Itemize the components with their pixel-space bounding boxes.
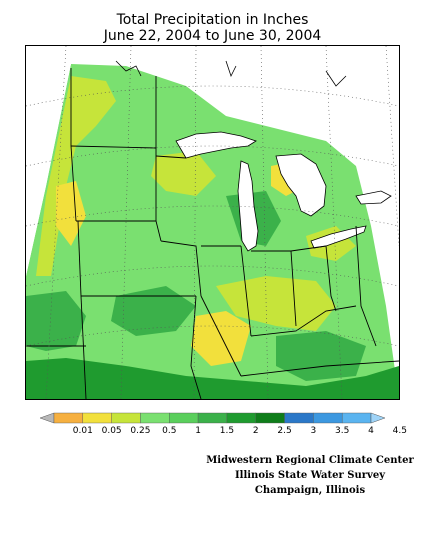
graticule xyxy=(26,46,399,399)
legend-swatch xyxy=(82,412,112,424)
legend-swatch xyxy=(284,412,314,424)
legend-arrow-low xyxy=(40,412,55,424)
lake-michigan xyxy=(237,160,259,252)
legend-tick-label: 1.5 xyxy=(219,426,235,436)
lake-superior xyxy=(175,131,257,159)
precip-zone-darkgreen-south xyxy=(26,358,399,399)
credit-location: Champaign, Illinois xyxy=(254,485,366,496)
legend-swatch xyxy=(140,412,170,424)
legend-arrow-high xyxy=(370,412,385,424)
legend-swatch xyxy=(111,412,141,424)
legend-swatch xyxy=(226,412,256,424)
no-data-north xyxy=(26,46,399,166)
legend-swatch xyxy=(255,412,285,424)
legend-tick-label: 1 xyxy=(195,426,201,436)
legend-swatch xyxy=(341,412,372,424)
legend-tick-label: 4.5 xyxy=(392,426,407,436)
state-boundaries xyxy=(26,68,399,399)
map-title: Total Precipitation in Inches xyxy=(116,12,309,28)
precip-zone-yellow-2 xyxy=(191,311,251,366)
legend-swatch xyxy=(169,412,199,424)
map-panel xyxy=(25,45,400,400)
legend-tick-label: 0.05 xyxy=(101,426,122,436)
coastline-north xyxy=(115,60,347,87)
legend-tick-label: 4 xyxy=(368,426,374,436)
precip-zone-mediumgreen-3 xyxy=(111,286,196,336)
legend-tick-label: 0.5 xyxy=(162,426,177,436)
legend-tick-label: 2 xyxy=(252,426,259,436)
legend-tick-label: 0.25 xyxy=(130,426,151,436)
credit-mrcc: Midwestern Regional Climate Center xyxy=(206,455,414,466)
legend-tick-label: 2.5 xyxy=(277,426,292,436)
precip-zone-mediumgreen-4 xyxy=(276,331,366,381)
precipitation-map xyxy=(26,46,399,399)
lake-ontario xyxy=(355,190,392,205)
legend-tick-label: 3 xyxy=(310,426,317,436)
lake-huron xyxy=(275,153,327,217)
legend-swatch xyxy=(197,412,228,424)
legend-tick-label: 3.5 xyxy=(335,426,350,436)
precip-zone-yellowgreen-2 xyxy=(151,151,216,196)
precip-zone-mediumgreen-1 xyxy=(26,291,86,351)
legend-tick-label: 0.01 xyxy=(72,426,93,436)
map-subtitle-date-range: June 22, 2004 to June 30, 2004 xyxy=(103,28,322,44)
credit-isws: Illinois State Water Survey xyxy=(234,470,386,481)
legend-swatch xyxy=(53,412,84,424)
legend-swatch xyxy=(313,412,343,424)
precipitation-legend xyxy=(40,412,385,424)
no-data-west xyxy=(26,64,71,276)
